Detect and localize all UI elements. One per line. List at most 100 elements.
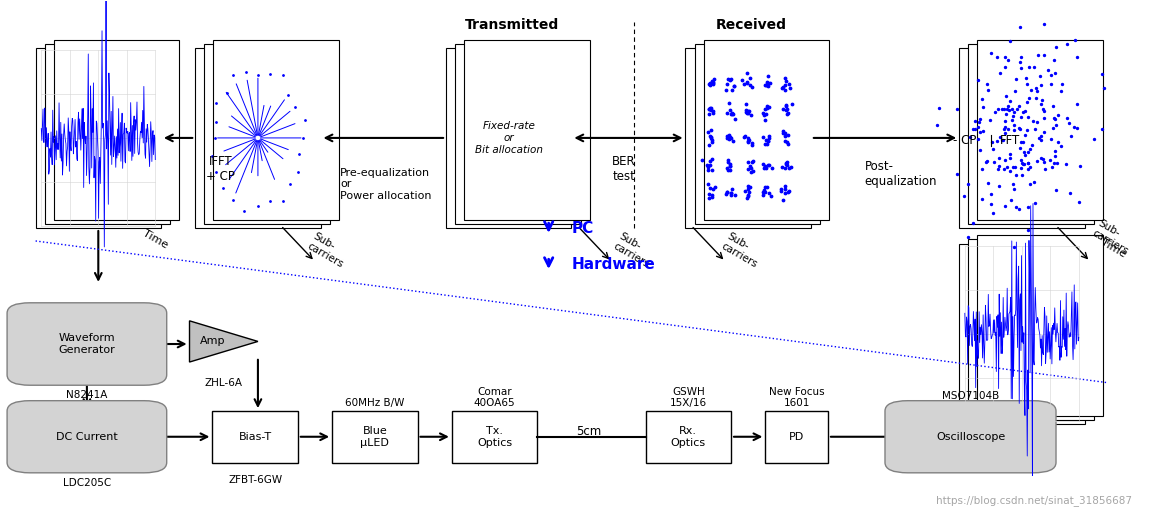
Point bbox=[1025, 63, 1043, 71]
Point bbox=[777, 158, 795, 166]
Point bbox=[740, 136, 759, 144]
Point bbox=[1012, 112, 1030, 121]
Point bbox=[986, 108, 1005, 117]
Point bbox=[1001, 196, 1020, 204]
Point bbox=[983, 209, 1002, 217]
Point bbox=[699, 80, 718, 88]
Point bbox=[1019, 203, 1038, 211]
Point bbox=[699, 190, 718, 198]
Text: LDC205C: LDC205C bbox=[62, 478, 110, 488]
Point bbox=[757, 110, 776, 118]
Point bbox=[699, 128, 718, 136]
Point bbox=[723, 109, 741, 117]
Point bbox=[699, 105, 718, 113]
Point bbox=[718, 132, 737, 140]
Point bbox=[757, 81, 776, 90]
Point bbox=[700, 132, 719, 140]
Text: FFT: FFT bbox=[1000, 134, 1021, 147]
Point bbox=[982, 190, 1001, 198]
Point bbox=[1025, 177, 1043, 185]
Point bbox=[701, 161, 720, 169]
Point bbox=[720, 160, 739, 168]
Point bbox=[740, 162, 759, 170]
Point bbox=[1046, 69, 1065, 77]
Point bbox=[928, 121, 947, 129]
Text: Time: Time bbox=[1099, 238, 1127, 260]
Point bbox=[718, 188, 737, 196]
Point bbox=[774, 127, 793, 135]
Point bbox=[744, 157, 763, 165]
Point bbox=[717, 190, 736, 198]
Point bbox=[778, 105, 797, 113]
Point bbox=[1032, 81, 1050, 89]
FancyBboxPatch shape bbox=[464, 39, 590, 220]
Point bbox=[779, 188, 798, 196]
Point bbox=[741, 164, 760, 172]
Point bbox=[776, 185, 794, 193]
Point bbox=[1018, 98, 1036, 107]
Point bbox=[718, 109, 737, 117]
Point bbox=[1034, 154, 1053, 163]
Point bbox=[1019, 148, 1038, 156]
Point bbox=[756, 140, 774, 149]
Point bbox=[968, 135, 987, 143]
Point bbox=[1035, 20, 1054, 28]
Point bbox=[1028, 51, 1047, 59]
Text: IFFT
+ CP: IFFT + CP bbox=[206, 155, 235, 183]
Point bbox=[753, 109, 772, 117]
Point bbox=[1053, 80, 1072, 89]
Point bbox=[1010, 205, 1029, 213]
Point bbox=[1015, 151, 1034, 160]
FancyBboxPatch shape bbox=[204, 44, 330, 224]
Point bbox=[1033, 96, 1052, 104]
Point bbox=[737, 99, 756, 108]
FancyBboxPatch shape bbox=[214, 39, 338, 220]
Point bbox=[993, 136, 1012, 144]
Point bbox=[761, 192, 780, 200]
Point bbox=[739, 159, 758, 167]
Point bbox=[720, 162, 739, 170]
Point bbox=[773, 105, 792, 113]
Point bbox=[704, 184, 723, 193]
Point bbox=[988, 137, 1007, 145]
Point bbox=[1005, 107, 1023, 116]
Point bbox=[703, 79, 721, 88]
Point bbox=[725, 82, 744, 90]
Text: Comar
40OA65: Comar 40OA65 bbox=[474, 387, 516, 408]
Point bbox=[759, 78, 778, 87]
Point bbox=[704, 80, 723, 89]
Point bbox=[703, 78, 721, 86]
Point bbox=[783, 163, 801, 171]
Point bbox=[1045, 55, 1063, 64]
Text: New Focus
1601: New Focus 1601 bbox=[768, 387, 825, 408]
Point bbox=[994, 105, 1013, 113]
Point bbox=[1001, 37, 1020, 46]
Point bbox=[1007, 170, 1026, 179]
Point bbox=[1069, 198, 1088, 207]
FancyBboxPatch shape bbox=[765, 411, 828, 463]
Point bbox=[724, 137, 743, 145]
Point bbox=[723, 109, 741, 118]
Point bbox=[947, 105, 966, 113]
Point bbox=[771, 185, 790, 193]
Point bbox=[777, 101, 795, 109]
Point bbox=[999, 56, 1018, 64]
Point bbox=[1052, 87, 1070, 95]
Point bbox=[758, 78, 777, 87]
Point bbox=[739, 185, 758, 194]
Point bbox=[1016, 74, 1035, 82]
Text: Transmitted: Transmitted bbox=[465, 18, 559, 32]
Point bbox=[759, 103, 778, 111]
Point bbox=[1049, 111, 1068, 119]
Point bbox=[1067, 100, 1086, 108]
Point bbox=[1043, 102, 1062, 110]
Point bbox=[700, 193, 719, 202]
Point bbox=[759, 132, 778, 140]
Point bbox=[1019, 113, 1038, 122]
Text: Amp: Amp bbox=[200, 336, 226, 347]
Point bbox=[776, 129, 794, 137]
Point bbox=[1023, 117, 1042, 125]
Point bbox=[772, 84, 791, 93]
Point bbox=[738, 78, 757, 86]
Point bbox=[738, 193, 757, 202]
